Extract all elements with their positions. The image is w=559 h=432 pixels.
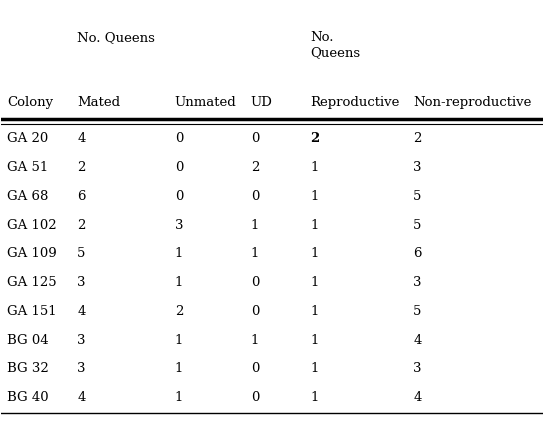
Text: 1: 1: [310, 248, 319, 260]
Text: 6: 6: [77, 190, 86, 203]
Text: 3: 3: [77, 362, 86, 375]
Text: 1: 1: [175, 248, 183, 260]
Text: No. Queens: No. Queens: [77, 32, 155, 44]
Text: 2: 2: [175, 305, 183, 318]
Text: 3: 3: [175, 219, 183, 232]
Text: 1: 1: [310, 305, 319, 318]
Text: 1: 1: [250, 248, 259, 260]
Text: Colony: Colony: [7, 96, 53, 109]
Text: 3: 3: [413, 276, 421, 289]
Text: BG 32: BG 32: [7, 362, 49, 375]
Text: BG 40: BG 40: [7, 391, 49, 404]
Text: 1: 1: [175, 334, 183, 346]
Text: 4: 4: [77, 305, 86, 318]
Text: 1: 1: [175, 276, 183, 289]
Text: 0: 0: [250, 362, 259, 375]
Text: 0: 0: [175, 132, 183, 145]
Text: 1: 1: [310, 334, 319, 346]
Text: GA 102: GA 102: [7, 219, 56, 232]
Text: GA 51: GA 51: [7, 161, 48, 174]
Text: 1: 1: [310, 391, 319, 404]
Text: 5: 5: [413, 219, 421, 232]
Text: No.
Queens: No. Queens: [310, 32, 361, 60]
Text: Unmated: Unmated: [175, 96, 236, 109]
Text: 4: 4: [413, 334, 421, 346]
Text: GA 125: GA 125: [7, 276, 56, 289]
Text: 0: 0: [250, 391, 259, 404]
Text: BG 04: BG 04: [7, 334, 49, 346]
Text: 4: 4: [413, 391, 421, 404]
Text: GA 109: GA 109: [7, 248, 56, 260]
Text: 1: 1: [310, 161, 319, 174]
Text: 1: 1: [250, 334, 259, 346]
Text: 5: 5: [413, 305, 421, 318]
Text: 3: 3: [77, 334, 86, 346]
Text: 1: 1: [310, 219, 319, 232]
Text: 1: 1: [310, 276, 319, 289]
Text: 0: 0: [175, 190, 183, 203]
Text: 0: 0: [250, 305, 259, 318]
Text: 0: 0: [250, 190, 259, 203]
Text: 1: 1: [310, 362, 319, 375]
Text: GA 151: GA 151: [7, 305, 56, 318]
Text: 5: 5: [77, 248, 86, 260]
Text: 2: 2: [77, 219, 86, 232]
Text: 2: 2: [250, 161, 259, 174]
Text: GA 20: GA 20: [7, 132, 48, 145]
Text: 0: 0: [175, 161, 183, 174]
Text: 4: 4: [77, 132, 86, 145]
Text: UD: UD: [250, 96, 272, 109]
Text: 2: 2: [77, 161, 86, 174]
Text: 5: 5: [413, 190, 421, 203]
Text: 6: 6: [413, 248, 421, 260]
Text: 0: 0: [250, 276, 259, 289]
Text: 1: 1: [250, 219, 259, 232]
Text: 2: 2: [310, 132, 320, 145]
Text: 2: 2: [413, 132, 421, 145]
Text: Mated: Mated: [77, 96, 120, 109]
Text: Reproductive: Reproductive: [310, 96, 400, 109]
Text: 0: 0: [250, 132, 259, 145]
Text: 1: 1: [310, 190, 319, 203]
Text: 3: 3: [413, 362, 421, 375]
Text: 1: 1: [175, 362, 183, 375]
Text: 1: 1: [175, 391, 183, 404]
Text: 3: 3: [413, 161, 421, 174]
Text: 4: 4: [77, 391, 86, 404]
Text: Non-reproductive: Non-reproductive: [413, 96, 532, 109]
Text: 3: 3: [77, 276, 86, 289]
Text: GA 68: GA 68: [7, 190, 48, 203]
